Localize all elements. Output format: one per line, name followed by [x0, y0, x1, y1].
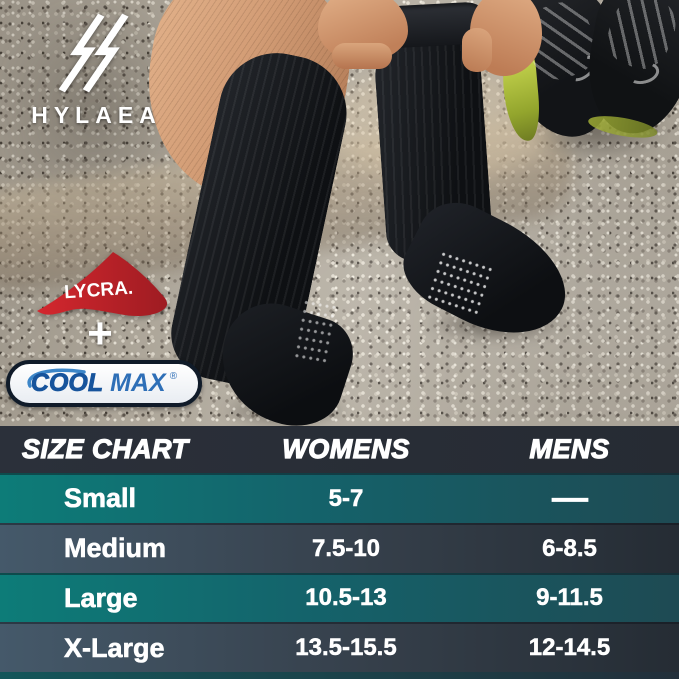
size-chart-title: SIZE CHART: [21, 433, 189, 464]
plus-icon: +: [87, 309, 113, 358]
size-chart-table: SIZE CHART WOMENS MENS Small 5-7 — Mediu…: [0, 426, 679, 679]
table-row-small: Small 5-7 —: [0, 473, 679, 523]
no-size-dash: —: [551, 479, 588, 518]
mens-value: —: [460, 479, 679, 518]
coolmax-swoosh-icon: [27, 368, 86, 388]
hylaea-monogram-icon: [58, 13, 129, 93]
mens-value: 12-14.5: [528, 634, 611, 662]
table-row-medium: Medium 7.5-10 6-8.5: [0, 522, 679, 573]
womens-value: 5-7: [328, 484, 364, 513]
mens-value: 9-11.5: [536, 584, 603, 612]
hero-photo: HYLAEA LYCRA. + COOL MAX ®: [0, 0, 679, 426]
size-label: Small: [64, 483, 137, 514]
coolmax-cool-text: COOL: [30, 369, 104, 398]
table-row-xlarge: X-Large 13.5-15.5 12-14.5: [0, 622, 679, 672]
womens-value: 10.5-13: [305, 584, 387, 612]
col-header-mens: MENS: [529, 433, 610, 464]
coolmax-max-text: MAX: [110, 369, 166, 397]
coolmax-badge: COOL MAX ®: [6, 360, 202, 407]
size-label: X-Large: [64, 632, 165, 663]
table-bottom-accent: [0, 672, 679, 679]
size-chart-header-row: SIZE CHART WOMENS MENS: [0, 426, 679, 473]
brand-name: HYLAEA: [31, 102, 162, 128]
size-chart-rows: Small 5-7 — Medium 7.5-10 6-8.5 Large 10…: [0, 473, 679, 672]
registered-trademark-icon: ®: [169, 371, 178, 382]
lycra-triangle-icon: LYCRA.: [37, 252, 168, 317]
table-row-large: Large 10.5-13 9-11.5: [0, 572, 679, 623]
size-label: Medium: [64, 533, 167, 564]
brand-logo-block: HYLAEA: [18, 10, 170, 129]
womens-value: 7.5-10: [311, 534, 381, 562]
lycra-label: LYCRA.: [63, 278, 133, 304]
right-hand-pulling-sock: [462, 0, 542, 76]
womens-value: 13.5-15.5: [295, 634, 397, 662]
size-label: Large: [64, 582, 138, 614]
left-hand-pulling-sock: [318, 0, 408, 69]
col-header-womens: WOMENS: [282, 433, 410, 464]
mens-value: 6-8.5: [542, 534, 597, 562]
